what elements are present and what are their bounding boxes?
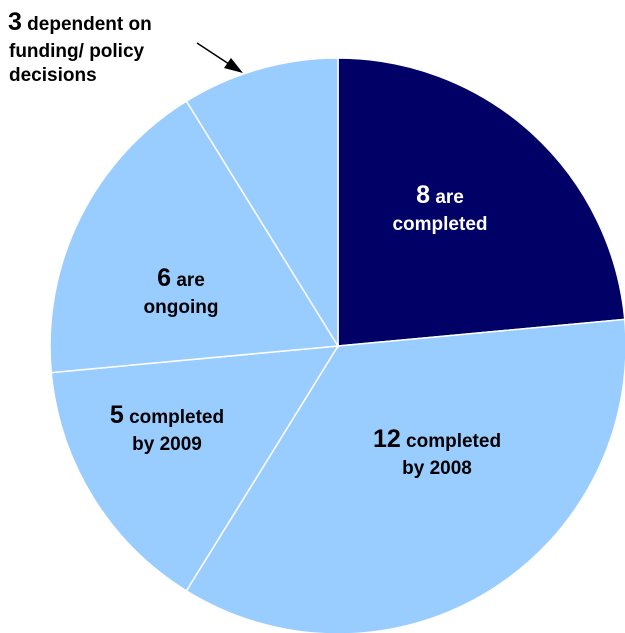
pie-slice-12: [185, 318, 625, 633]
slice-text: decisions: [9, 65, 97, 86]
slice-value-6: 6: [157, 264, 171, 292]
slice-value-12: 12: [373, 425, 401, 453]
pie-slice-6: [49, 100, 340, 374]
slice-label-12: 12 completed by 2008: [373, 425, 501, 479]
slice-text: ongoing: [144, 297, 219, 318]
slice-text: dependent on: [22, 14, 152, 35]
slice-value-3: 3: [8, 8, 22, 36]
slice-label-5: 5 completed by 2009: [110, 401, 224, 455]
slice-text: completed: [401, 431, 501, 452]
slice-text: are: [430, 187, 464, 208]
pie-slice-8: [337, 57, 625, 347]
slice-label-3: 3 dependent on funding/ policy decisions: [8, 8, 152, 86]
slice-text: by 2009: [132, 434, 202, 455]
pie-slice-3: [185, 57, 339, 349]
slice-text: are: [171, 270, 205, 291]
annotation-arrow-line: [196, 42, 233, 67]
slice-value-8: 8: [416, 181, 430, 209]
slice-label-8: 8 are completed: [392, 181, 487, 235]
annotation-arrow-head: [224, 58, 243, 73]
slice-text: completed: [124, 407, 224, 428]
pie-slice-5: [50, 345, 340, 592]
slice-text: by 2008: [402, 458, 472, 479]
slice-text: funding/ policy: [9, 41, 145, 62]
slice-label-6: 6 are ongoing: [144, 264, 219, 318]
pie-annotation: 3 dependent on funding/ policy decisions: [8, 8, 243, 86]
pie-slices: [49, 57, 625, 633]
slice-text: completed: [392, 214, 487, 235]
slice-value-5: 5: [110, 401, 124, 429]
